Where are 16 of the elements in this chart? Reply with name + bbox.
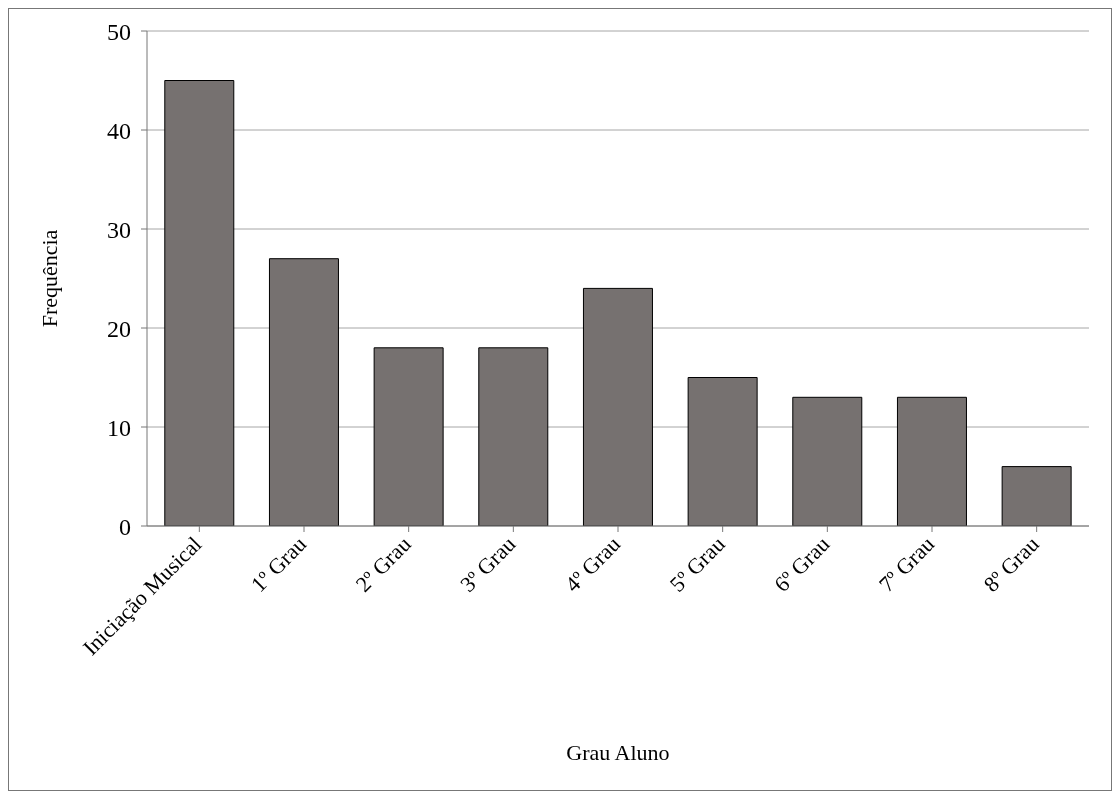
y-tick-label: 30 bbox=[107, 216, 131, 243]
y-tick-label: 0 bbox=[119, 513, 131, 540]
x-tick-label: 4º Grau bbox=[559, 531, 626, 597]
x-tick-label: 5º Grau bbox=[664, 531, 730, 597]
y-axis-title: Frequência bbox=[36, 229, 62, 328]
y-tick-label: 20 bbox=[107, 315, 131, 342]
y-tick-label: 50 bbox=[107, 18, 131, 45]
x-tick-label: 6º Grau bbox=[769, 531, 835, 597]
x-axis-title: Grau Aluno bbox=[566, 740, 670, 765]
x-tick-label: 7º Grau bbox=[873, 531, 940, 597]
x-tick-label: 1º Grau bbox=[245, 531, 312, 597]
x-tick-label: 3º Grau bbox=[455, 531, 521, 597]
y-tick-label: 40 bbox=[107, 117, 131, 144]
x-tick-label: 2º Grau bbox=[350, 531, 416, 597]
x-tick-label: 8º Grau bbox=[978, 531, 1044, 597]
y-tick-label: 10 bbox=[107, 414, 131, 441]
